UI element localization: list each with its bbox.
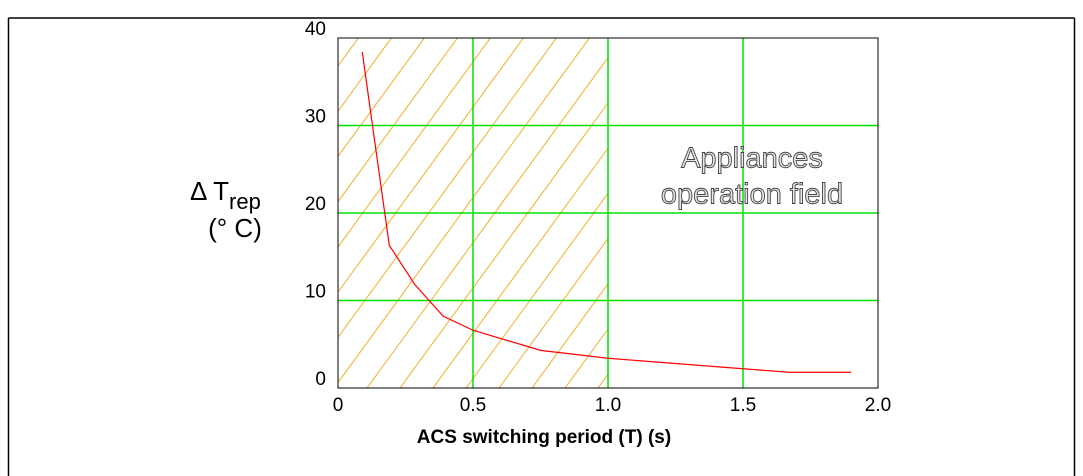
- hatch-line: [338, 38, 591, 384]
- hatch-line: [432, 147, 608, 388]
- hatch-line: [338, 38, 525, 293]
- x-tick-label: 1.0: [595, 395, 621, 416]
- hatch-line: [399, 102, 608, 388]
- x-axis-label: ACS switching period (T) (s): [417, 427, 671, 448]
- hatch-line: [498, 237, 608, 388]
- y-label-sub: rep: [229, 189, 261, 214]
- curve: [361, 51, 851, 373]
- hatch-line: [531, 283, 608, 388]
- y-axis-unit: (° C): [208, 213, 262, 243]
- x-tick-label: 0: [333, 395, 344, 416]
- hatch-line: [366, 56, 608, 388]
- hatch-line: [465, 192, 608, 388]
- annotation: operation field: [661, 179, 843, 211]
- x-tick-label: 0.5: [460, 395, 486, 416]
- x-tick-label: 1.5: [730, 395, 756, 416]
- hatch-line: [338, 38, 393, 113]
- x-tick-label: 2.0: [865, 395, 891, 416]
- y-tick-label: 30: [305, 107, 326, 128]
- annotation: Appliances: [681, 143, 823, 175]
- hatched-region: [0, 18, 608, 388]
- y-tick-label: 40: [305, 19, 326, 40]
- hatch-line: [338, 38, 492, 248]
- hatch-line: [0, 18, 208, 388]
- plot-border: [337, 37, 879, 389]
- hatch-line: [338, 38, 558, 339]
- y-label-main: Δ T: [190, 176, 229, 206]
- y-tick-label: 0: [315, 369, 326, 390]
- plot: 0 10 20 30 40 0 0.5 1.0 1.5 2.0 Appliances operatio…: [0, 18, 891, 416]
- y-tick-label: 10: [305, 282, 326, 303]
- hatch-line: [338, 38, 426, 158]
- y-axis-label: Δ Trep: [190, 176, 261, 214]
- hatch-line: [338, 38, 459, 203]
- hatch-box: [0, 18, 608, 388]
- hatch-line: [37, 18, 307, 388]
- y-tick-label: 20: [305, 194, 326, 215]
